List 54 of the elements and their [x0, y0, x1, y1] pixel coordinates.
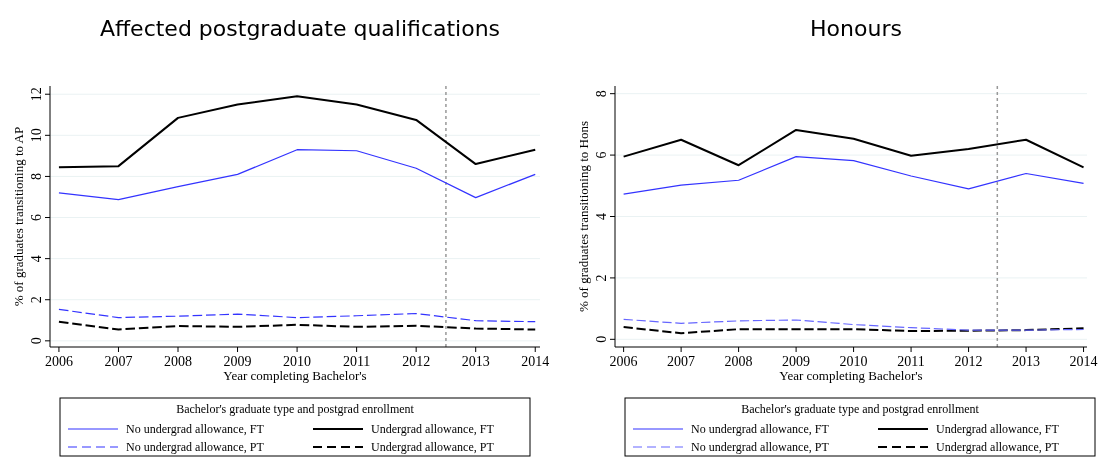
legend-label: Undergrad allowance, FT — [371, 422, 495, 436]
x-tick-label: 2013 — [461, 354, 490, 369]
y-tick-label: 2 — [594, 274, 609, 282]
x-tick-label: 2007 — [104, 354, 133, 369]
legend-label: No undergrad allowance, FT — [691, 422, 830, 436]
y-tick-label: 4 — [594, 213, 609, 220]
y-tick-label: 0 — [594, 335, 609, 343]
x-tick-label: 2006 — [44, 354, 73, 369]
x-tick-label: 2012 — [954, 354, 983, 369]
x-tick-label: 2011 — [897, 354, 925, 369]
line-series — [623, 318, 1085, 331]
legend-label: No undergrad allowance, PT — [691, 440, 830, 454]
y-tick-label: 2 — [29, 296, 44, 304]
x-tick-label: 2012 — [402, 354, 431, 369]
y-tick-label: 8 — [29, 172, 44, 180]
x-tick-label: 2010 — [283, 354, 312, 369]
line-series — [623, 156, 1085, 195]
y-tick-label: 4 — [29, 255, 44, 263]
x-tick-label: 2008 — [164, 354, 193, 369]
y-tick-label: 0 — [29, 337, 44, 345]
line-series — [622, 326, 1085, 335]
x-tick-label: 2011 — [342, 354, 371, 369]
legend-label: Undergrad allowance, FT — [936, 422, 1060, 436]
legend-label: No undergrad allowance, FT — [126, 422, 265, 436]
x-tick-label: 2014 — [1069, 354, 1098, 369]
y-tick-label: 10 — [29, 128, 44, 143]
y-tick-label: 6 — [594, 151, 609, 159]
y-tick-label: 12 — [29, 87, 44, 102]
line-series — [58, 149, 536, 201]
x-tick-label: 2009 — [782, 354, 811, 369]
legend-title: Bachelor's graduate type and postgrad enrollment — [176, 402, 415, 416]
legend-label: No undergrad allowance, PT — [126, 440, 265, 454]
legend-label: Undergrad allowance, PT — [371, 440, 495, 454]
x-tick-label: 2006 — [609, 354, 638, 369]
x-tick-label: 2010 — [839, 354, 868, 369]
line-series — [58, 308, 536, 323]
y-tick-label: 8 — [594, 90, 609, 98]
x-tick-label: 2007 — [667, 354, 696, 369]
x-tick-label: 2009 — [223, 354, 252, 369]
chart-title: Honours — [810, 16, 902, 41]
y-tick-label: 6 — [29, 214, 44, 222]
y-axis-title: % of graduates transitioning to AP — [11, 126, 26, 307]
line-series — [622, 128, 1085, 169]
line-series — [57, 320, 537, 331]
line-series — [57, 95, 537, 169]
y-axis-title: % of graduates transitioning to Hons — [576, 121, 591, 312]
legend-title: Bachelor's graduate type and postgrad enrollment — [741, 402, 980, 416]
legend-label: Undergrad allowance, PT — [936, 440, 1060, 454]
x-tick-label: 2014 — [521, 354, 550, 369]
chart-title: Affected postgraduate qualifications — [99, 16, 501, 41]
x-axis-title: Year completing Bachelor's — [223, 368, 367, 383]
x-tick-label: 2008 — [724, 354, 753, 369]
x-axis-title: Year completing Bachelor's — [779, 368, 923, 383]
x-tick-label: 2013 — [1012, 354, 1041, 369]
